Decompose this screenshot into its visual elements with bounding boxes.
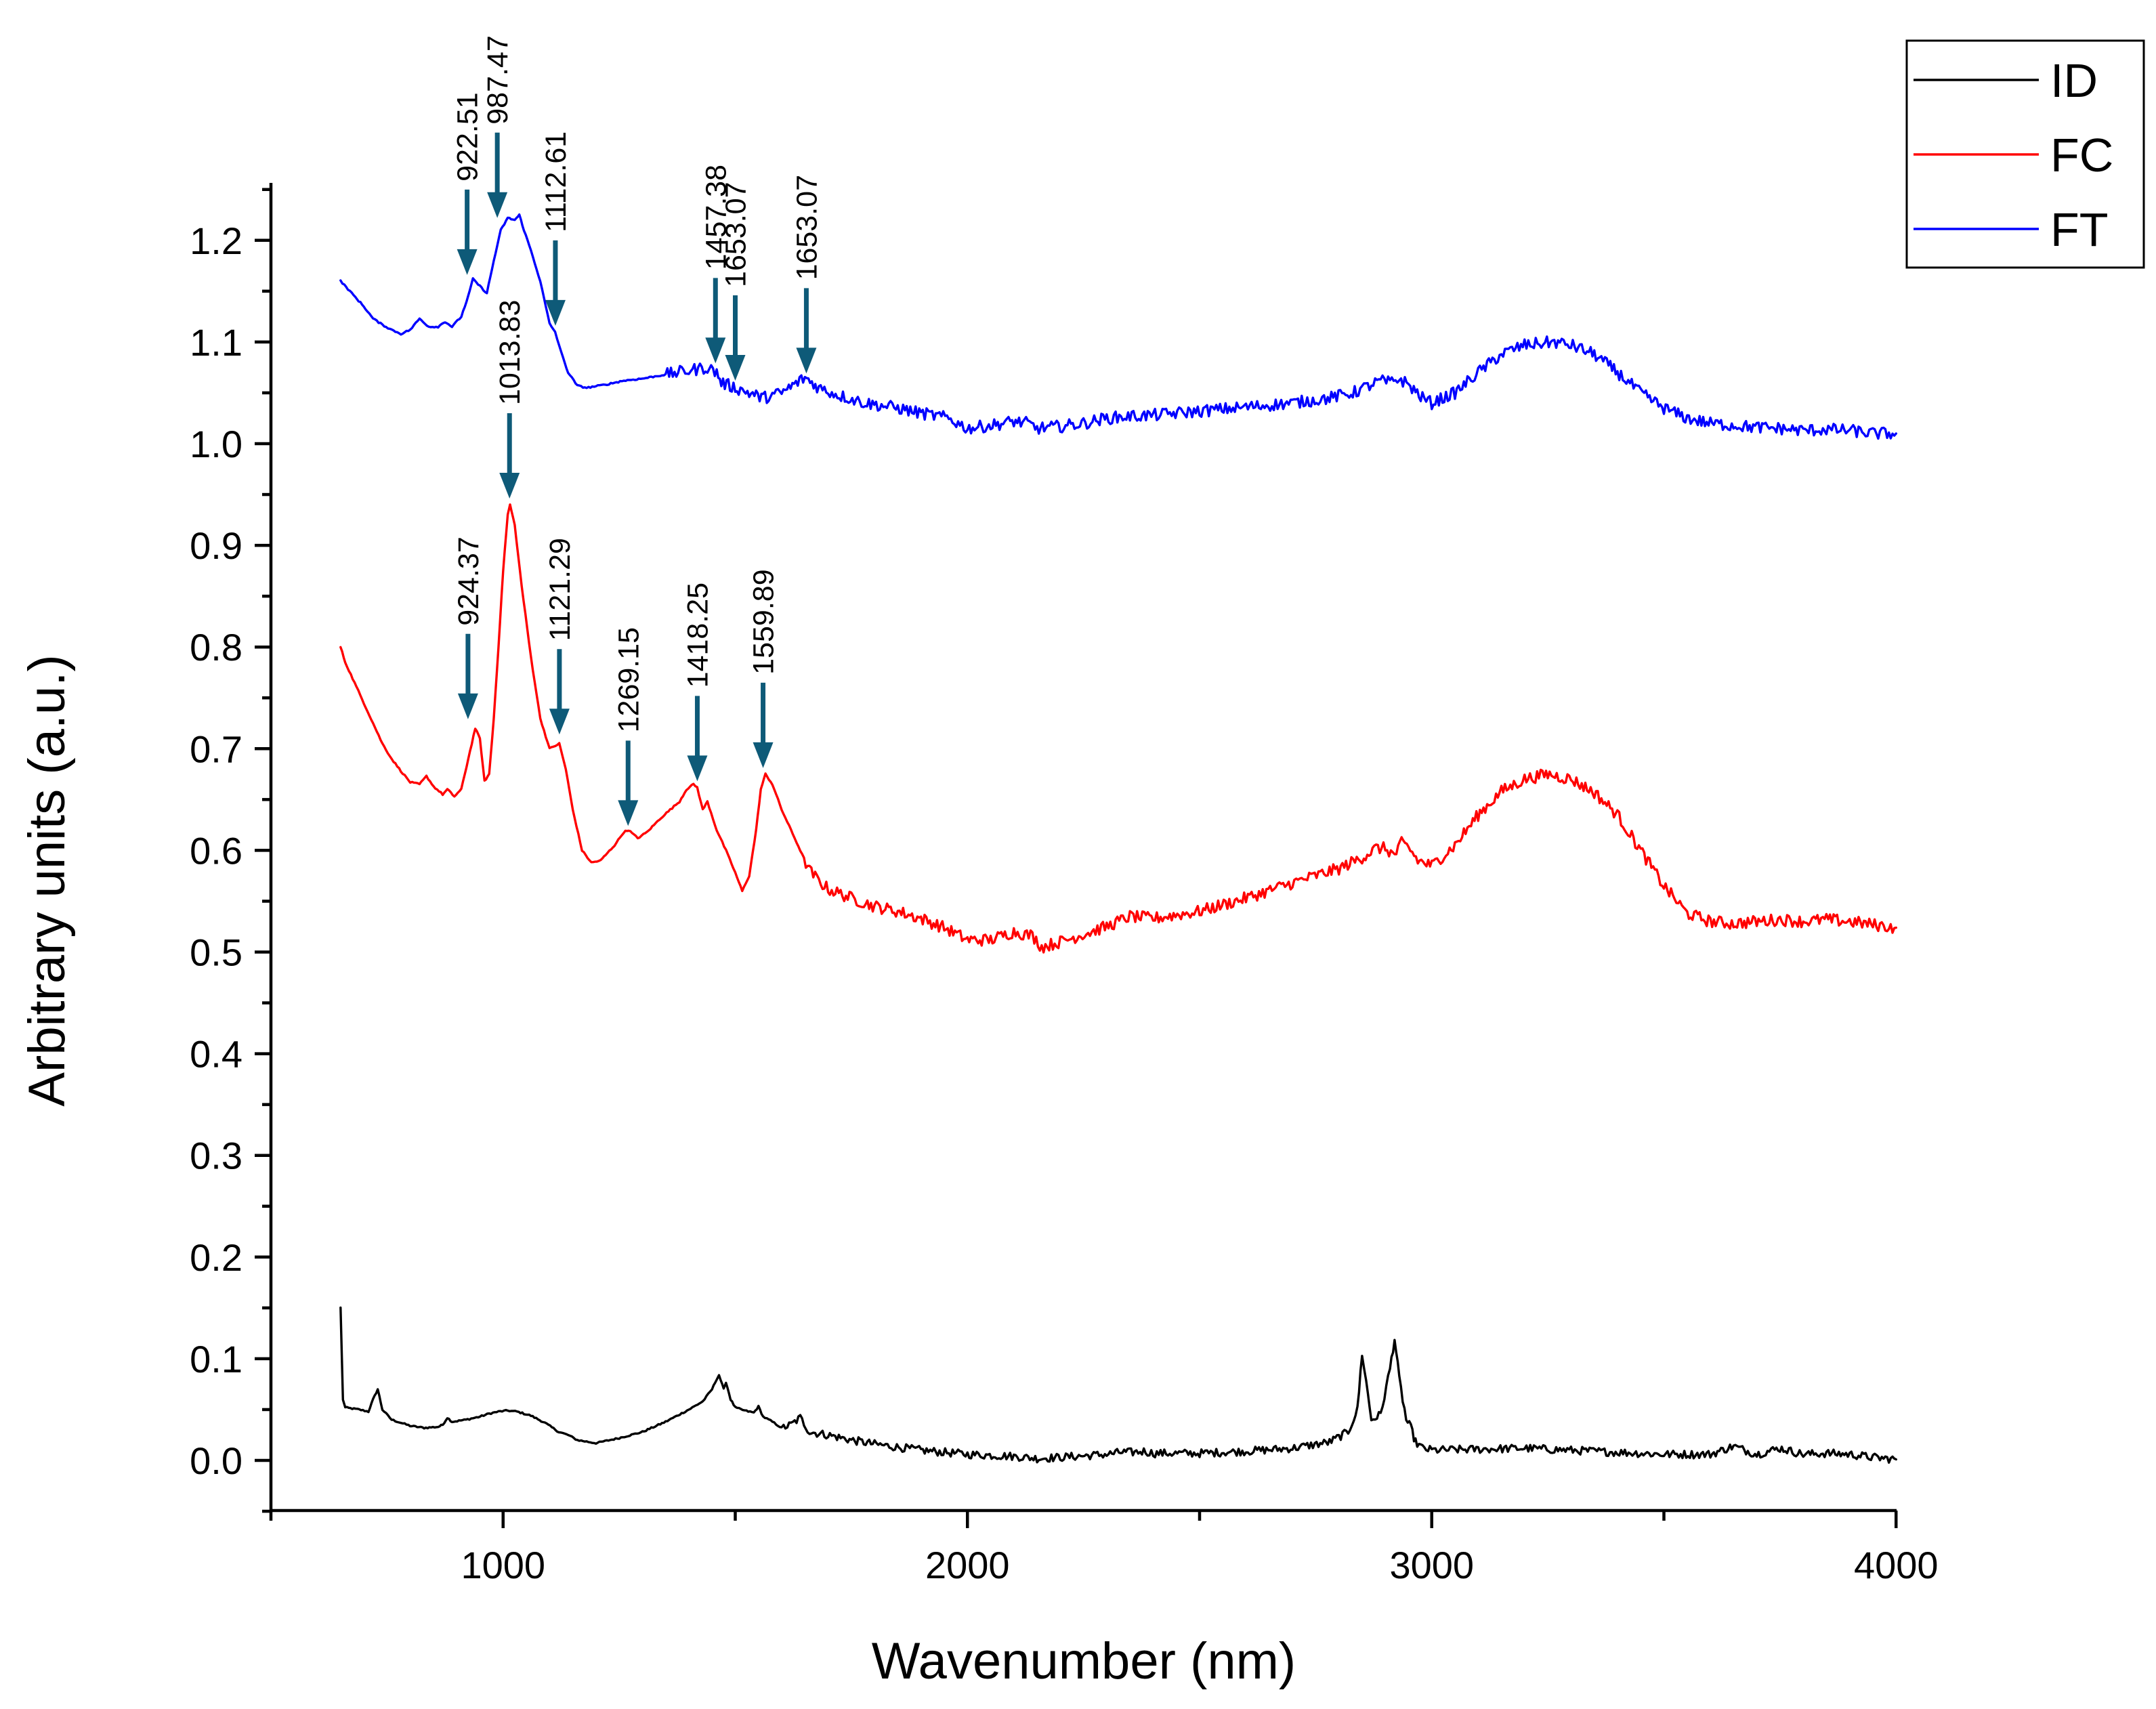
peak-arrow-head [499,473,520,499]
peak-arrow-head [457,249,478,275]
y-tick-label: 0.2 [190,1236,242,1279]
peak-label: 1121.29 [544,538,576,641]
y-axis-title: Arbitrary units (a.u.) [18,654,76,1106]
peak-label: 1418.25 [681,583,714,688]
peak-label: 924.37 [452,536,485,626]
legend: ID FC FT [1905,39,2145,269]
peak-label: 1653.07 [790,175,823,280]
peak-arrow-head [796,347,817,374]
series-group [339,213,1897,1464]
x-tick-label: 3000 [1389,1544,1474,1586]
series-line-id [339,1306,1897,1464]
peak-label: 1013.83 [494,300,526,405]
x-tick-label: 2000 [925,1544,1010,1586]
peak-arrow-head [549,709,570,735]
legend-label-ft: FT [2050,203,2109,256]
y-tick-label: 0.6 [190,829,242,872]
x-tick-label: 4000 [1854,1544,1939,1586]
y-tick-label: 0.8 [190,626,242,669]
y-tick-label: 1.2 [190,219,242,262]
peak-arrow-head [725,354,746,381]
y-tick-label: 0.9 [190,524,242,567]
y-tick-label: 0.7 [190,727,242,770]
y-tick-label: 1.1 [190,321,242,364]
peak-label: 1269.15 [612,627,645,732]
x-tick-label: 1000 [461,1544,545,1586]
axes: 0.0 0.1 0.2 0.3 0.4 0.5 0.6 0.7 0.8 0.9 1.0 1.1 1.2 1… [190,183,1939,1586]
legend-label-id: ID [2050,54,2098,107]
peak-label: 922.51 [452,92,484,182]
peak-label: 1653.07 [720,182,753,287]
series-line-ft [339,213,1897,440]
y-tick-label: 0.5 [190,931,242,974]
peak-arrow-head [705,337,726,364]
y-tick-label: 0.1 [190,1338,242,1380]
peak-label: 1112.61 [540,131,572,232]
y-tick-label: 1.0 [190,423,242,465]
y-tick-label: 0.3 [190,1135,242,1177]
series-line-fc [339,503,1897,954]
peak-arrow-head [457,693,478,719]
peak-arrow-head [545,299,566,326]
peak-arrow-head [487,192,508,218]
peak-label: 1457.38 [700,165,732,270]
peak-arrow-head [753,742,774,768]
peak-arrow-head [687,755,708,782]
x-axis-title: Wavenumber (nm) [872,1632,1296,1690]
peak-arrow-head [618,800,639,826]
peak-label: 1559.89 [748,569,780,674]
peak-label: 987.47 [482,35,514,125]
y-tick-label: 0.4 [190,1033,242,1076]
y-tick-label: 0.0 [190,1439,242,1482]
legend-label-fc: FC [2050,129,2113,182]
